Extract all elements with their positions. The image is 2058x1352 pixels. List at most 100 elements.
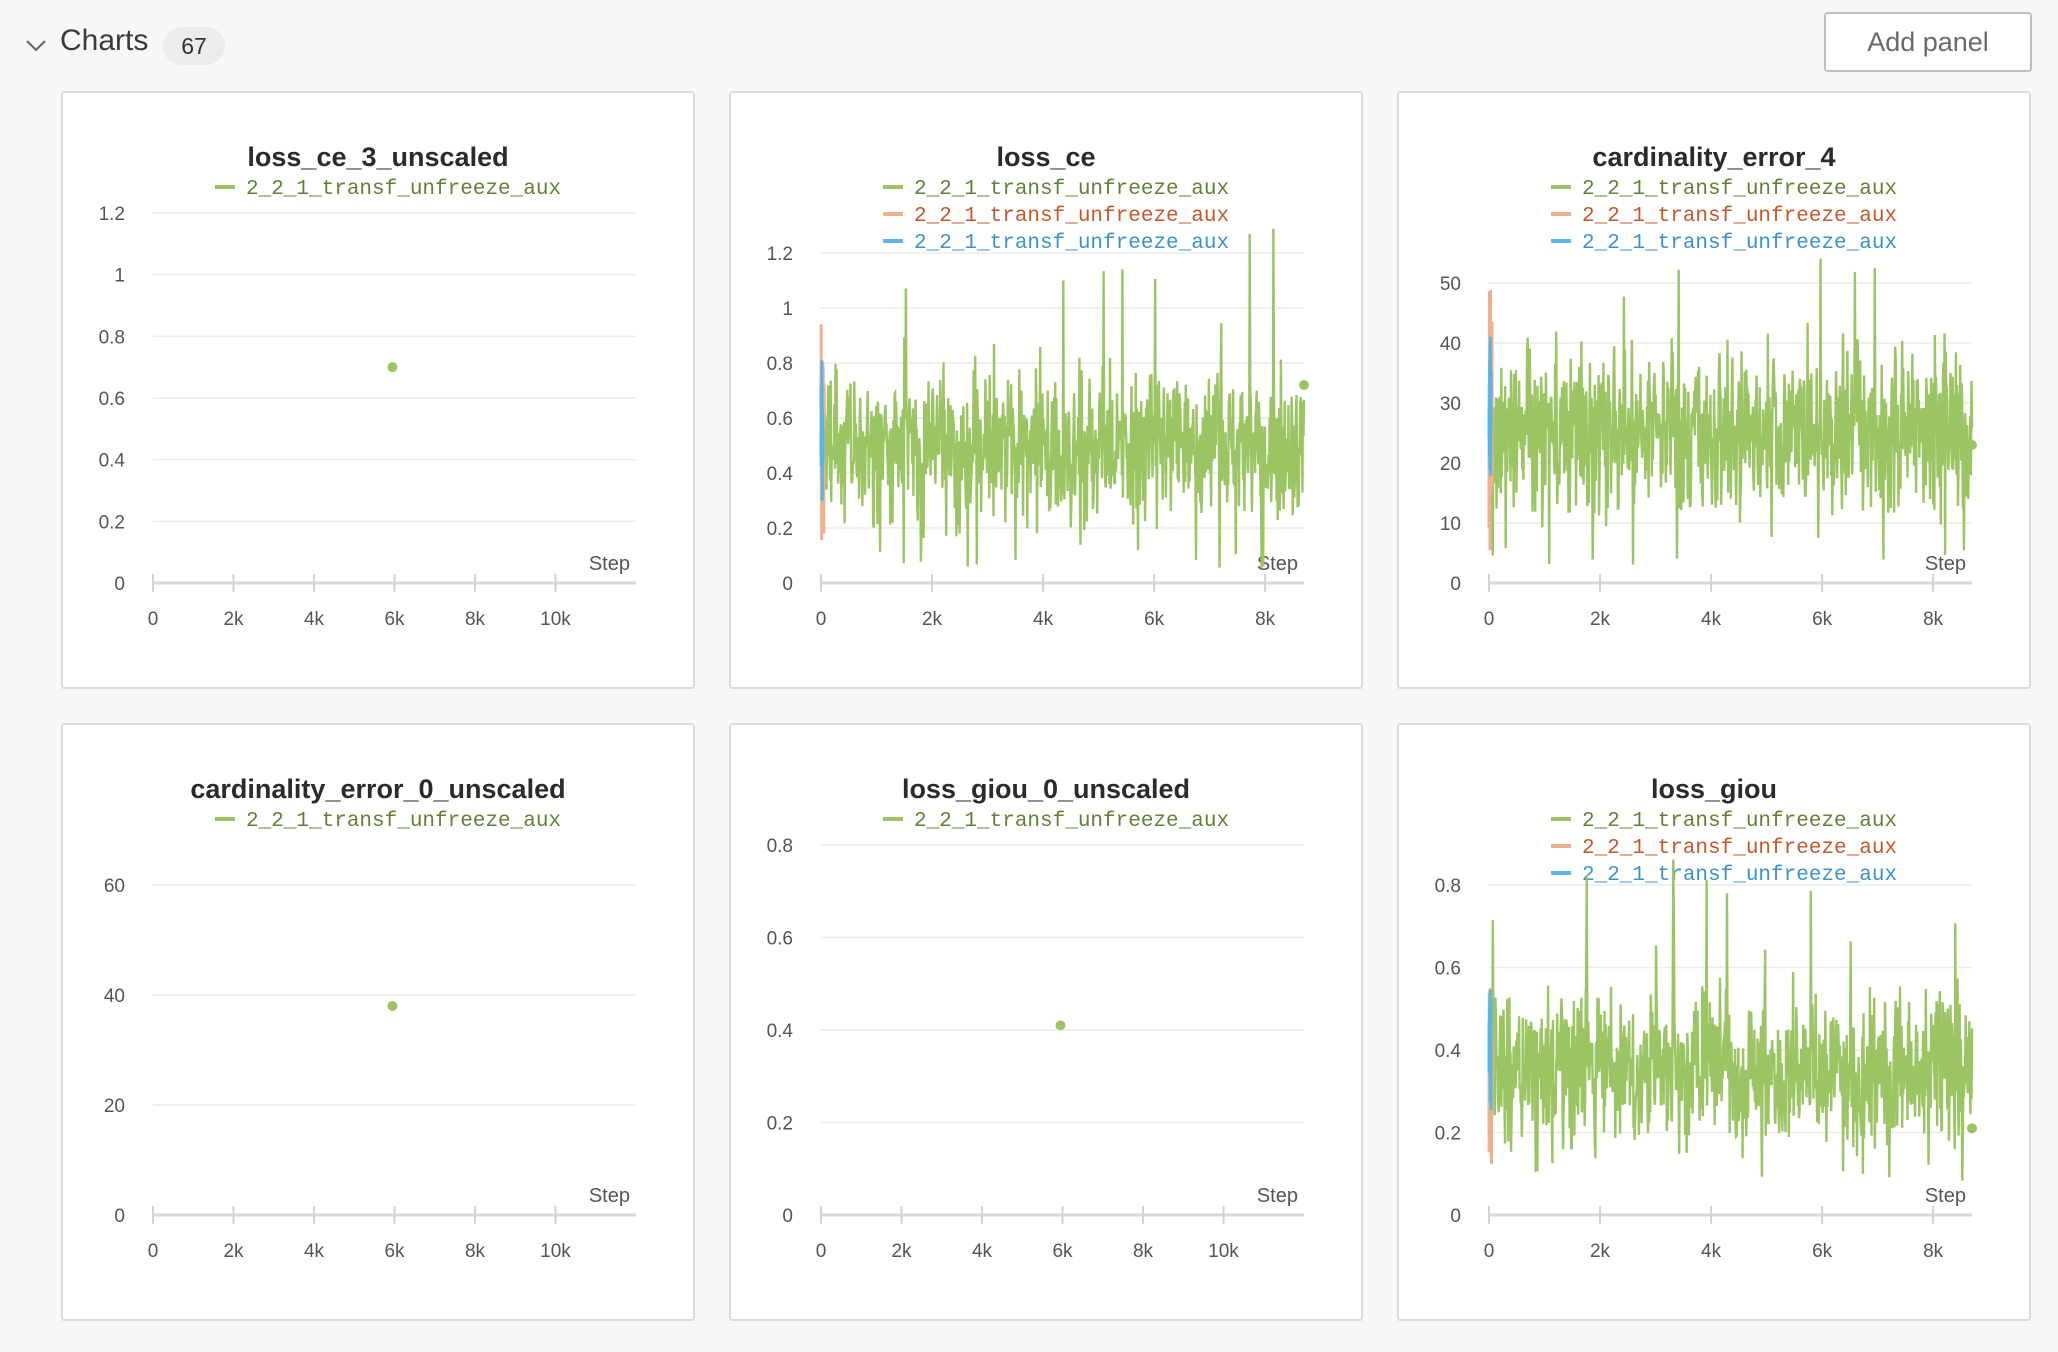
series-endpoint xyxy=(1967,1123,1977,1134)
series-endpoint xyxy=(1299,380,1309,390)
chart-title: loss_ce xyxy=(996,142,1095,172)
y-tick-label: 0.4 xyxy=(767,464,794,485)
x-tick-label: 4k xyxy=(1701,609,1722,630)
y-tick-label: 1 xyxy=(782,299,793,320)
y-tick-label: 40 xyxy=(1440,334,1461,355)
chart-panel[interactable]: loss_giou_0_unscaled 2_2_1_transf_unfreez… xyxy=(729,723,1363,1321)
y-tick-label: 0.2 xyxy=(767,519,793,540)
x-tick-label: 6k xyxy=(1052,1241,1073,1262)
y-tick-label: 1 xyxy=(114,266,125,287)
y-tick-label: 0 xyxy=(114,1206,125,1227)
y-tick-label: 20 xyxy=(104,1096,125,1117)
x-tick-label: 2k xyxy=(223,1241,244,1262)
series-line[interactable] xyxy=(819,228,1306,568)
y-tick-label: 0.4 xyxy=(99,451,126,472)
y-tick-label: 20 xyxy=(1440,454,1461,475)
x-tick-label: 0 xyxy=(148,1241,159,1262)
x-tick-label: 4k xyxy=(972,1241,993,1262)
legend-entry: 2_2_1_transf_unfreeze_aux xyxy=(1582,205,1897,228)
chart-svg: cardinality_error_4 2_2_1_transf_unfreeze… xyxy=(1440,142,1977,630)
legend-entry: 2_2_1_transf_unfreeze_aux xyxy=(246,178,561,201)
data-point[interactable] xyxy=(1055,1020,1066,1031)
series-line[interactable] xyxy=(819,360,825,501)
x-tick-label: 6k xyxy=(1812,609,1833,630)
x-tick-label: 2k xyxy=(1590,609,1611,630)
y-tick-label: 0.2 xyxy=(767,1114,793,1135)
series-line[interactable] xyxy=(1487,989,1493,1111)
x-axis-label: Step xyxy=(589,1185,630,1207)
y-tick-label: 0 xyxy=(1450,574,1461,595)
y-tick-label: 0 xyxy=(782,574,793,595)
y-tick-label: 0.4 xyxy=(1435,1041,1462,1062)
legend-entry: 2_2_1_transf_unfreeze_aux xyxy=(1582,864,1897,887)
legend-entry: 2_2_1_transf_unfreeze_aux xyxy=(914,178,1229,201)
x-tick-label: 0 xyxy=(1484,1241,1495,1262)
y-tick-label: 0.8 xyxy=(767,354,793,375)
x-axis-label: Step xyxy=(1925,1185,1966,1207)
y-tick-label: 0.8 xyxy=(767,836,793,857)
chart-svg: cardinality_error_0_unscaled 2_2_1_transf… xyxy=(104,774,636,1262)
legend-entry: 2_2_1_transf_unfreeze_aux xyxy=(246,810,561,833)
add-panel-button[interactable]: Add panel xyxy=(1824,12,2032,72)
legend-entry: 2_2_1_transf_unfreeze_aux xyxy=(1582,232,1897,255)
x-tick-label: 10k xyxy=(1208,1241,1239,1262)
legend-entry: 2_2_1_transf_unfreeze_aux xyxy=(914,205,1229,228)
y-tick-label: 0.2 xyxy=(1435,1124,1461,1145)
chart-svg: loss_ce_3_unscaled 2_2_1_transf_unfreeze_… xyxy=(99,142,636,630)
x-tick-label: 0 xyxy=(816,609,827,630)
y-tick-label: 0.2 xyxy=(99,512,125,533)
x-tick-label: 0 xyxy=(1484,609,1495,630)
section-title[interactable]: Charts xyxy=(60,24,149,57)
y-tick-label: 40 xyxy=(104,986,125,1007)
x-tick-label: 8k xyxy=(1923,609,1944,630)
chart-panel[interactable]: cardinality_error_4 2_2_1_transf_unfreeze… xyxy=(1397,91,2031,689)
chart-title: cardinality_error_0_unscaled xyxy=(190,774,565,804)
legend-entry: 2_2_1_transf_unfreeze_aux xyxy=(914,232,1229,255)
chart-svg: loss_ce 2_2_1_transf_unfreeze_aux 2_2_1_tr… xyxy=(767,142,1309,630)
y-tick-label: 50 xyxy=(1440,274,1461,295)
x-tick-label: 10k xyxy=(540,1241,571,1262)
y-tick-label: 30 xyxy=(1440,394,1461,415)
chart-panel[interactable]: cardinality_error_0_unscaled 2_2_1_transf… xyxy=(61,723,695,1321)
x-tick-label: 4k xyxy=(304,1241,325,1262)
chevron-down-icon[interactable] xyxy=(24,34,48,58)
series-endpoint xyxy=(1967,440,1977,450)
x-tick-label: 2k xyxy=(922,609,943,630)
panel-count-badge: 67 xyxy=(163,27,225,65)
x-tick-label: 8k xyxy=(1133,1241,1154,1262)
x-tick-label: 0 xyxy=(816,1241,827,1262)
x-tick-label: 6k xyxy=(1812,1241,1833,1262)
y-tick-label: 0.6 xyxy=(99,389,125,410)
y-tick-label: 0.8 xyxy=(99,327,125,348)
chart-panel[interactable]: loss_giou 2_2_1_transf_unfreeze_aux 2_2_1_… xyxy=(1397,723,2031,1321)
x-axis-label: Step xyxy=(1925,553,1966,575)
x-tick-label: 8k xyxy=(465,609,486,630)
data-point[interactable] xyxy=(387,1001,398,1011)
series-line[interactable] xyxy=(1487,258,1974,565)
y-tick-label: 0.8 xyxy=(1435,876,1461,897)
y-tick-label: 0.6 xyxy=(767,929,793,950)
x-tick-label: 6k xyxy=(384,609,405,630)
x-axis-label: Step xyxy=(1257,553,1298,575)
x-tick-label: 0 xyxy=(148,609,159,630)
legend-entry: 2_2_1_transf_unfreeze_aux xyxy=(914,810,1229,833)
x-tick-label: 8k xyxy=(465,1241,486,1262)
data-point[interactable] xyxy=(387,362,398,373)
x-tick-label: 4k xyxy=(1033,609,1054,630)
series-line[interactable] xyxy=(1487,859,1974,1181)
x-tick-label: 4k xyxy=(1701,1241,1722,1262)
series-line[interactable] xyxy=(1487,336,1493,476)
chart-panel[interactable]: loss_ce_3_unscaled 2_2_1_transf_unfreeze_… xyxy=(61,91,695,689)
y-tick-label: 1.2 xyxy=(99,204,125,225)
y-tick-label: 10 xyxy=(1440,514,1461,535)
legend-entry: 2_2_1_transf_unfreeze_aux xyxy=(1582,178,1897,201)
x-tick-label: 4k xyxy=(304,609,325,630)
x-tick-label: 6k xyxy=(384,1241,405,1262)
chart-svg: loss_giou_0_unscaled 2_2_1_transf_unfreez… xyxy=(767,774,1304,1262)
chart-panel[interactable]: loss_ce 2_2_1_transf_unfreeze_aux 2_2_1_tr… xyxy=(729,91,1363,689)
x-tick-label: 2k xyxy=(223,609,244,630)
x-tick-label: 8k xyxy=(1255,609,1276,630)
y-tick-label: 0 xyxy=(1450,1206,1461,1227)
x-tick-label: 8k xyxy=(1923,1241,1944,1262)
y-tick-label: 0.6 xyxy=(767,409,793,430)
